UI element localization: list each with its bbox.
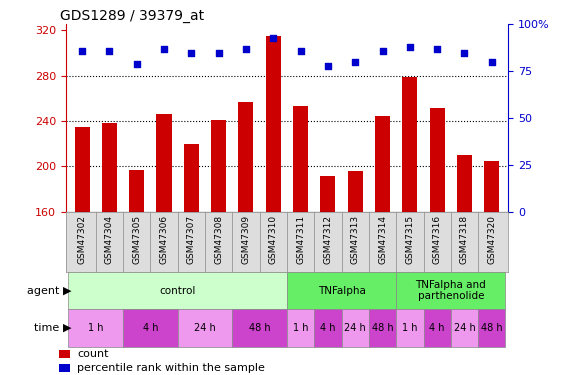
Text: GSM47302: GSM47302 (78, 215, 87, 264)
Bar (403, 76, 417, 212)
Text: GSM47306: GSM47306 (159, 215, 168, 264)
Bar (341, 309, 369, 347)
Text: TNFalpha: TNFalpha (317, 286, 365, 296)
Text: 48 h: 48 h (481, 323, 502, 333)
Point (132, 61, 141, 67)
Bar (287, 272, 396, 309)
Text: GSM47309: GSM47309 (242, 215, 251, 264)
Text: GSM47318: GSM47318 (460, 215, 469, 264)
Text: TNFalpha and
parthenolide: TNFalpha and parthenolide (416, 280, 486, 302)
Bar (59, 350, 70, 358)
Text: 1 h: 1 h (88, 323, 103, 333)
Text: 24 h: 24 h (194, 323, 216, 333)
Text: control: control (159, 286, 196, 296)
Text: GSM47315: GSM47315 (405, 215, 415, 264)
Text: GSM47320: GSM47320 (487, 215, 496, 264)
Text: GSM47311: GSM47311 (296, 215, 305, 264)
Text: count: count (77, 349, 108, 359)
Point (78, 48, 87, 54)
Bar (266, 36, 281, 212)
Text: time: time (34, 323, 63, 333)
Bar (156, 114, 171, 212)
Bar (396, 272, 505, 309)
Point (214, 50, 223, 55)
Point (242, 46, 251, 52)
Point (105, 48, 114, 54)
Text: GSM47310: GSM47310 (269, 215, 278, 264)
Bar (184, 144, 199, 212)
Text: GSM47305: GSM47305 (132, 215, 141, 264)
Text: 24 h: 24 h (344, 323, 366, 333)
Text: 4 h: 4 h (143, 323, 158, 333)
Bar (375, 116, 390, 212)
Point (296, 48, 305, 54)
Text: 48 h: 48 h (372, 323, 393, 333)
Point (323, 63, 332, 69)
Text: percentile rank within the sample: percentile rank within the sample (77, 363, 265, 373)
Point (351, 59, 360, 65)
Bar (429, 108, 445, 212)
Bar (75, 127, 90, 212)
Bar (369, 309, 396, 347)
Text: 48 h: 48 h (249, 323, 271, 333)
Bar (123, 309, 178, 347)
Text: ▶: ▶ (63, 323, 71, 333)
Text: GSM47304: GSM47304 (105, 215, 114, 264)
Point (460, 50, 469, 55)
Bar (320, 176, 335, 212)
Bar (348, 171, 363, 212)
Text: GSM47313: GSM47313 (351, 215, 360, 264)
Bar (211, 120, 226, 212)
Bar (451, 309, 478, 347)
Text: 24 h: 24 h (453, 323, 476, 333)
Text: GSM47308: GSM47308 (214, 215, 223, 264)
Bar (232, 309, 287, 347)
Bar (69, 272, 287, 309)
Point (187, 50, 196, 55)
Bar (59, 364, 70, 372)
Bar (293, 106, 308, 212)
Bar (484, 161, 499, 212)
Bar (129, 170, 144, 212)
Text: GSM47314: GSM47314 (378, 215, 387, 264)
Bar (287, 309, 314, 347)
Bar (396, 309, 424, 347)
Point (405, 44, 415, 50)
Bar (478, 309, 505, 347)
Bar (178, 309, 232, 347)
Bar (69, 309, 123, 347)
Bar (314, 309, 341, 347)
Text: GDS1289 / 39379_at: GDS1289 / 39379_at (60, 9, 204, 23)
Point (433, 46, 442, 52)
Text: GSM47312: GSM47312 (323, 215, 332, 264)
Text: 4 h: 4 h (429, 323, 445, 333)
Bar (102, 123, 117, 212)
Text: agent: agent (27, 286, 63, 296)
Bar (239, 102, 254, 212)
Point (269, 34, 278, 40)
Text: 1 h: 1 h (402, 323, 417, 333)
Text: GSM47307: GSM47307 (187, 215, 196, 264)
Point (487, 59, 496, 65)
Text: 4 h: 4 h (320, 323, 336, 333)
Bar (457, 155, 472, 212)
Text: ▶: ▶ (63, 286, 71, 296)
Point (159, 46, 168, 52)
Bar (424, 309, 451, 347)
Text: GSM47316: GSM47316 (433, 215, 441, 264)
Point (378, 48, 387, 54)
Text: 1 h: 1 h (293, 323, 308, 333)
